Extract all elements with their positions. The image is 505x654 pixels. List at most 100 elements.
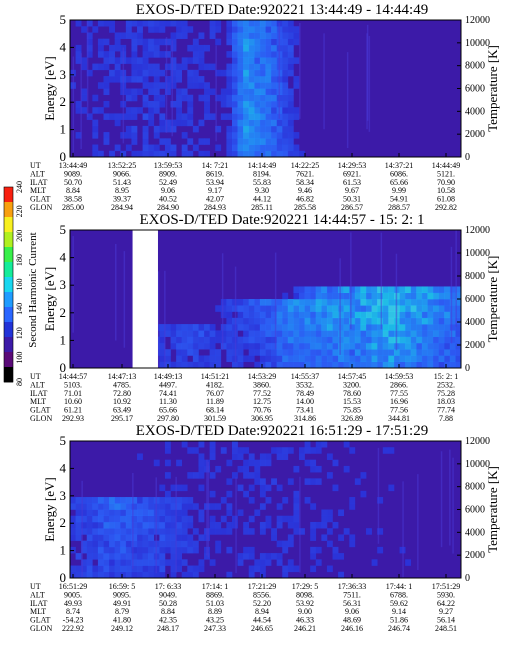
y-tick-label: 1 — [60, 332, 67, 347]
orbit-value: 6921. — [343, 169, 361, 178]
heatmap-cell — [259, 299, 266, 306]
heatmap-cell — [114, 509, 121, 517]
heatmap-cell — [231, 20, 238, 27]
y-axis-label: Energy [eV] — [42, 267, 57, 331]
heatmap-cell — [371, 324, 378, 331]
heatmap-cell — [304, 292, 311, 300]
heatmap-cell — [421, 305, 428, 312]
heatmap-cell — [170, 125, 177, 133]
heatmap-cell — [86, 528, 93, 535]
heatmap-cell — [243, 63, 250, 71]
orbit-value: 46.82 — [296, 195, 314, 204]
heatmap-cell — [237, 94, 244, 102]
heatmap-cell — [176, 94, 183, 102]
heatmap-cell — [259, 51, 266, 58]
orbit-value: 314.86 — [294, 414, 316, 423]
heatmap-cell — [360, 324, 367, 331]
heatmap-cell — [215, 305, 222, 312]
heatmap-cell — [148, 503, 155, 510]
heatmap-cell — [259, 528, 266, 535]
heatmap-cell — [204, 100, 210, 108]
heatmap-cell — [86, 553, 93, 560]
heatmap-cell — [282, 349, 289, 356]
orbit-value: 61.08 — [437, 195, 455, 204]
orbit-value: 16:59: 5 — [109, 582, 135, 591]
heatmap-cell — [326, 286, 333, 294]
heatmap-cell — [237, 76, 244, 83]
heatmap-cell — [399, 292, 406, 300]
orbit-value: 8.89 — [208, 607, 222, 616]
heatmap-cell — [388, 286, 395, 294]
orbit-value: 48.69 — [343, 616, 361, 625]
orbit-value: 14:55:37 — [291, 372, 319, 381]
heatmap-cell — [86, 515, 93, 523]
heatmap-cell — [360, 342, 367, 350]
heatmap-cell — [231, 119, 238, 127]
heatmap-cell — [176, 76, 183, 83]
heatmap-cell — [192, 76, 199, 83]
heatmap-cell — [282, 317, 289, 325]
y-tick-label: 5 — [60, 433, 67, 448]
heatmap-cell — [282, 76, 289, 83]
orbit-row-label: ALT — [30, 169, 45, 178]
heatmap-cell — [276, 144, 283, 152]
orbit-value: 54.91 — [390, 195, 408, 204]
heatmap-cell — [254, 330, 261, 337]
heatmap-cell — [204, 355, 210, 363]
heatmap-cell — [131, 138, 138, 145]
heatmap-cell — [86, 540, 93, 548]
heatmap-cell — [332, 361, 339, 369]
heatmap-cell — [86, 546, 93, 554]
orbit-value: 6788. — [390, 590, 408, 599]
heatmap-cell — [75, 107, 82, 114]
heatmap-cell — [265, 349, 272, 356]
heatmap-cell — [215, 38, 222, 46]
heatmap-cell — [438, 349, 445, 356]
heatmap-cell — [282, 107, 289, 114]
heatmap-cell — [360, 299, 367, 306]
heatmap-cell — [142, 534, 149, 541]
heatmap-cell — [321, 521, 328, 529]
heatmap-cell — [271, 107, 277, 114]
heatmap-cell — [237, 553, 244, 560]
heatmap-cell — [433, 292, 439, 300]
colorbar-tick-label: 140 — [15, 303, 24, 315]
heatmap-cell — [371, 292, 378, 300]
heatmap-cell — [153, 38, 160, 46]
heatmap-cell — [159, 20, 166, 27]
heatmap-cell — [243, 138, 250, 145]
heatmap-cell — [181, 355, 188, 363]
heatmap-cell — [338, 336, 344, 344]
heatmap-cell — [187, 497, 194, 504]
orbit-value: 9.06 — [161, 186, 175, 195]
heatmap-cell — [97, 20, 104, 27]
heatmap-cell — [148, 107, 155, 114]
heatmap-cell — [287, 317, 294, 325]
heatmap-cell — [349, 286, 356, 294]
heatmap-cell — [382, 299, 389, 306]
heatmap-cell — [209, 472, 216, 479]
heatmap-cell — [231, 132, 238, 139]
heatmap-cell — [265, 355, 272, 363]
heatmap-cell — [265, 144, 272, 152]
heatmap-cell — [310, 336, 317, 344]
heatmap-cell — [332, 311, 339, 319]
heatmap-cell — [137, 63, 143, 71]
heatmap-cell — [170, 69, 177, 77]
heatmap-cell — [114, 38, 121, 46]
heatmap-cell — [276, 132, 283, 139]
heatmap-cell — [198, 76, 205, 83]
heatmap-cell — [237, 317, 244, 325]
heatmap-cell — [226, 26, 233, 33]
heatmap-cell — [148, 528, 155, 535]
orbit-value: 247.33 — [204, 624, 226, 633]
heatmap-cell — [282, 515, 289, 523]
heatmap-cell — [125, 125, 132, 133]
heatmap-streak — [450, 246, 453, 344]
heatmap-cell — [220, 88, 227, 96]
heatmap-cell — [103, 76, 110, 83]
heatmap-cell — [153, 82, 160, 89]
heatmap-cell — [220, 342, 227, 350]
heatmap-streak — [215, 45, 217, 142]
heatmap-cell — [276, 317, 283, 325]
